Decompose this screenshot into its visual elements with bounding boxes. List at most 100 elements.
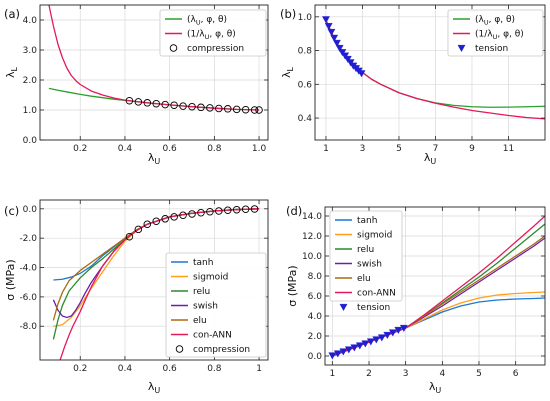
panel-c-ylabel: σ (MPa)	[4, 259, 17, 300]
panel-b-legend-0-label-sub: U	[484, 19, 489, 27]
panel-c-series-6-point-10	[215, 207, 223, 215]
panel-a-ytick-label-3: 3.0	[23, 46, 38, 56]
panel-c-series-6-point-7	[188, 210, 196, 218]
panel-d-legend-0-label: tanh	[357, 216, 377, 226]
panel-b-legend-1-label-sub: U	[493, 33, 498, 41]
panel-a-series-2-point-12	[232, 105, 241, 114]
panel-a-xlabel: λU	[148, 151, 161, 166]
panel-a-xtick-label-3: 0.8	[207, 144, 222, 154]
panel-b-legend-box	[447, 9, 544, 57]
panel-a-legend-1-label-sub: U	[205, 33, 210, 41]
panel-d-xlabel-sub: U	[435, 386, 441, 395]
panel-a-legend-2-label: compression	[187, 44, 244, 54]
panel-c-ytick-label-1: -6.0	[19, 293, 37, 303]
panel-a-ytick-label-0: 0.0	[23, 136, 38, 146]
panel-a-series-1-line	[48, 5, 260, 111]
panel-b-xtick-label-1: 3	[360, 144, 366, 154]
panel-d-ytick-label-4: 8.0	[308, 272, 323, 282]
panel-a-xtick-label-0: 0.2	[73, 144, 87, 154]
panel-c-legend-box	[165, 252, 267, 358]
panel-a-frame	[39, 4, 269, 141]
panel-c-xtick-label-4: 1	[256, 364, 262, 374]
panel-b-ytick-label-2: 0.8	[298, 47, 313, 57]
panel-d-legend-6-swatch	[339, 303, 348, 312]
panel-c-ytick-label-3: -2.0	[19, 234, 37, 244]
panel-b-xlabel: λU	[424, 151, 437, 166]
panel-b-ylabel: λL	[280, 66, 295, 78]
panel-a-legend-0-label-a: (λ	[187, 15, 197, 25]
panel-d-ytick-label-0: 0.0	[308, 352, 323, 362]
panel-a-xtick-label-1: 0.4	[118, 144, 133, 154]
panel-d-xtick-label-0: 1	[329, 369, 335, 379]
panel-d-series	[328, 215, 545, 360]
panel-d-series-1-line	[332, 291, 545, 357]
panel-b-series-2-point-2	[327, 28, 336, 37]
panel-c-legend-0-label: tanh	[193, 258, 213, 268]
panel-c-series-6-point-3	[152, 217, 160, 226]
panel-d-xtick-label-3: 4	[439, 369, 445, 379]
panel-a-series-2-point-3	[152, 99, 160, 108]
panel-c-legend-6-label: compression	[193, 345, 250, 355]
panel-a-series-2-point-10	[215, 104, 223, 113]
panel-c-ytick-label-2: -4.0	[19, 264, 37, 274]
panel-b-legend-1-label-b: , φ, θ)	[497, 30, 523, 40]
panel-d-series-6-point-3	[344, 346, 353, 354]
panel-d-ytick-label-1: 2.0	[308, 332, 323, 342]
panel-d-xtick-label-5: 6	[513, 369, 519, 379]
panel-b-ytick-label-0: 0.4	[298, 114, 313, 124]
panel-c-series-6-point-12	[232, 205, 241, 214]
panel-d-series-6-point-13	[399, 324, 408, 333]
panel-d-xlabel-main: λ	[429, 380, 436, 393]
panel-c-xtick-label-3: 0.8	[207, 364, 222, 374]
panel-a-xtick-label-4: 1.0	[252, 144, 267, 154]
panel-d-legend-5-label: con-ANN	[357, 289, 396, 299]
panel-c-series-6-point-0	[125, 232, 134, 241]
panel-d-series-6-point-0	[328, 352, 337, 360]
panel-c-series-6-point-2	[143, 220, 152, 228]
panel-a-ylabel: λL	[4, 66, 19, 78]
panel-a-xlabel-main: λ	[148, 151, 155, 164]
panel-c-legend-2-label: relu	[193, 287, 210, 297]
panel-c-xtick-label-1: 0.4	[118, 364, 133, 374]
panel-d-legend-4-label: elu	[357, 274, 371, 284]
panel-c-series-6-point-5	[170, 213, 178, 221]
panel-a-series-2-point-15	[255, 106, 263, 114]
panel-d-series-6-point-11	[388, 329, 397, 337]
panel-c-legend-6-swatch	[175, 345, 184, 353]
panel-a-series-2-point-4	[161, 100, 169, 109]
panel-b-xtick-label-4: 9	[469, 144, 475, 154]
panel-c-series-6-point-8	[197, 209, 205, 217]
panel-c-legend-4-label: elu	[193, 316, 207, 326]
panel-a-xlabel-sub: U	[154, 157, 160, 166]
panel-c-legend-1-label: sigmoid	[193, 273, 228, 283]
panel-c-xlabel-main: λ	[148, 380, 155, 393]
panel-d-label: (d)	[286, 204, 302, 218]
panel-c-series-6-point-13	[241, 205, 250, 213]
panel-d-legend-3-label: swish	[357, 260, 382, 270]
panel-a-legend-1-label-b: , φ, θ)	[209, 30, 235, 40]
panel-b-xtick-label-5: 11	[503, 144, 514, 154]
panel-d-xlabel: λU	[429, 380, 442, 395]
panel-d-ytick-label-6: 12.0	[302, 232, 322, 242]
panel-b-legend-0-label: (λU, φ, θ)	[475, 15, 515, 27]
panel-b-legend-1-label: (1/λU, φ, θ)	[475, 30, 524, 42]
panel-c-xlabel: λU	[148, 380, 161, 395]
panel-a-ytick-label-1: 1.0	[23, 106, 38, 116]
panel-a-series-2-point-0	[125, 96, 134, 105]
panel-a-legend-2-swatch	[169, 44, 178, 52]
panel-d-series-6-point-7	[366, 338, 375, 346]
panel-a-series-2-point-14	[250, 106, 259, 114]
panel-a-ylabel-main: λ	[4, 71, 17, 78]
panel-b-legend-0-label-a: (λ	[475, 15, 485, 25]
panel-b-ylabel-main: λ	[280, 71, 293, 78]
panel-b-ylabel-sub: L	[286, 66, 295, 71]
panel-d-xtick-label-4: 5	[476, 369, 482, 379]
panel-b-ytick-label-3: 1.0	[298, 13, 313, 23]
panel-b-xlabel-main: λ	[424, 151, 431, 164]
panel-a-series-2-point-7	[188, 102, 196, 111]
panel-a-series-2-point-1	[134, 98, 143, 106]
panel-d-legend-6-label: tension	[357, 303, 390, 313]
series-layer	[48, 5, 545, 360]
